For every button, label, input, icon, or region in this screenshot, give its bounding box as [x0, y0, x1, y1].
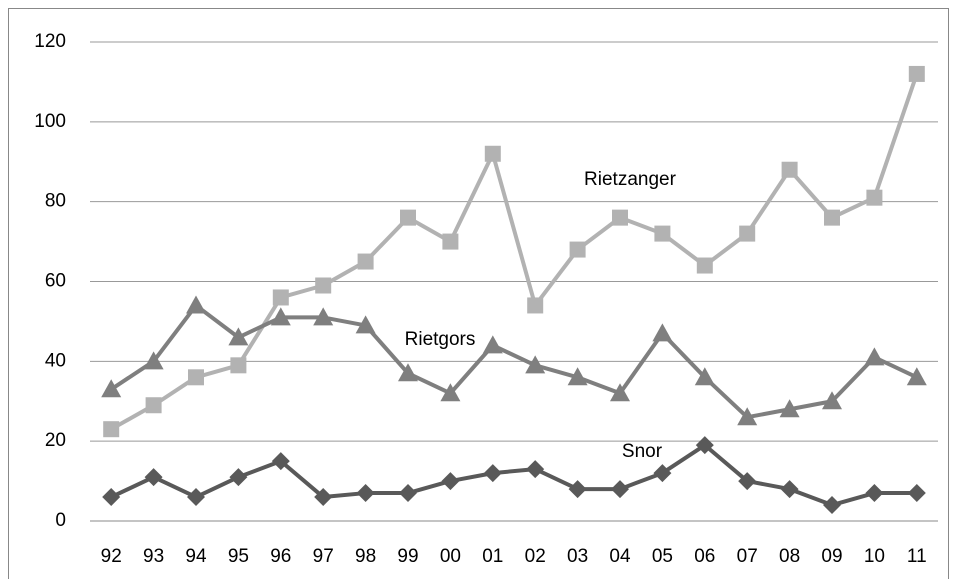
- marker: [441, 472, 460, 491]
- marker: [696, 257, 713, 274]
- series-label: Rietgors: [405, 329, 476, 350]
- x-tick-label: 99: [397, 546, 418, 567]
- marker: [188, 369, 204, 386]
- x-tick-label: 97: [313, 546, 334, 567]
- marker: [482, 335, 503, 354]
- marker: [101, 379, 122, 398]
- x-tick-label: 93: [143, 546, 164, 567]
- marker: [823, 496, 841, 515]
- marker: [568, 480, 587, 499]
- marker: [908, 65, 925, 82]
- x-tick-label: 10: [864, 546, 885, 567]
- y-tick-label: 100: [34, 111, 66, 132]
- marker: [103, 421, 120, 438]
- marker: [694, 367, 715, 386]
- marker: [229, 468, 248, 487]
- marker: [654, 225, 671, 242]
- marker: [567, 367, 588, 386]
- marker: [442, 233, 459, 250]
- marker: [780, 480, 799, 499]
- marker: [866, 189, 883, 206]
- marker: [526, 460, 545, 479]
- marker: [611, 480, 629, 499]
- marker: [906, 367, 927, 386]
- marker: [737, 407, 758, 426]
- x-tick-label: 95: [228, 546, 249, 567]
- x-tick-label: 08: [779, 546, 800, 567]
- x-tick-label: 01: [482, 546, 503, 567]
- marker: [612, 209, 628, 226]
- chart-border: [8, 8, 949, 579]
- marker: [315, 277, 332, 294]
- marker: [272, 289, 289, 306]
- marker: [400, 209, 416, 226]
- marker: [824, 209, 840, 226]
- marker: [440, 383, 461, 402]
- marker: [271, 452, 290, 471]
- marker: [187, 488, 205, 507]
- marker: [569, 241, 586, 258]
- marker: [610, 383, 630, 402]
- x-tick-label: 92: [101, 546, 122, 567]
- x-tick-label: 98: [355, 546, 376, 567]
- marker: [228, 327, 249, 346]
- marker: [907, 484, 926, 503]
- marker: [399, 484, 417, 503]
- x-tick-label: 06: [694, 546, 715, 567]
- y-tick-label: 40: [45, 350, 66, 371]
- x-tick-label: 04: [609, 546, 631, 567]
- marker: [652, 323, 673, 342]
- marker: [864, 347, 885, 366]
- x-tick-label: 02: [525, 546, 546, 567]
- y-tick-label: 80: [45, 191, 66, 212]
- y-tick-label: 120: [34, 31, 66, 52]
- marker: [355, 315, 376, 334]
- marker: [779, 399, 800, 418]
- x-tick-label: 07: [737, 546, 758, 567]
- marker: [483, 464, 502, 483]
- marker: [738, 472, 757, 491]
- marker: [186, 295, 206, 314]
- x-tick-label: 09: [821, 546, 842, 567]
- marker: [865, 484, 884, 503]
- marker: [739, 225, 756, 242]
- x-tick-label: 03: [567, 546, 588, 567]
- marker: [314, 488, 333, 507]
- marker: [230, 357, 247, 374]
- x-tick-label: 00: [440, 546, 461, 567]
- y-tick-label: 0: [55, 510, 66, 531]
- series-label: Snor: [622, 441, 663, 462]
- x-tick-label: 94: [185, 546, 207, 567]
- marker: [356, 484, 375, 503]
- marker: [484, 145, 501, 162]
- y-tick-label: 20: [45, 430, 66, 451]
- marker: [102, 488, 121, 507]
- marker: [781, 161, 798, 178]
- series-label: Rietzanger: [584, 169, 677, 190]
- marker: [313, 307, 334, 326]
- marker: [695, 436, 714, 455]
- marker: [270, 307, 291, 326]
- y-tick-label: 60: [45, 271, 66, 292]
- marker: [143, 351, 164, 370]
- marker: [525, 355, 546, 374]
- marker: [357, 253, 374, 270]
- series-line: [110, 73, 919, 431]
- x-tick-label: 05: [652, 546, 673, 567]
- marker: [653, 464, 672, 483]
- series-line: [110, 303, 918, 420]
- x-tick-label: 11: [907, 546, 927, 567]
- marker: [145, 397, 162, 414]
- marker: [822, 391, 842, 410]
- marker: [527, 297, 544, 314]
- x-tick-label: 96: [270, 546, 291, 567]
- marker: [398, 363, 418, 382]
- marker: [144, 468, 163, 487]
